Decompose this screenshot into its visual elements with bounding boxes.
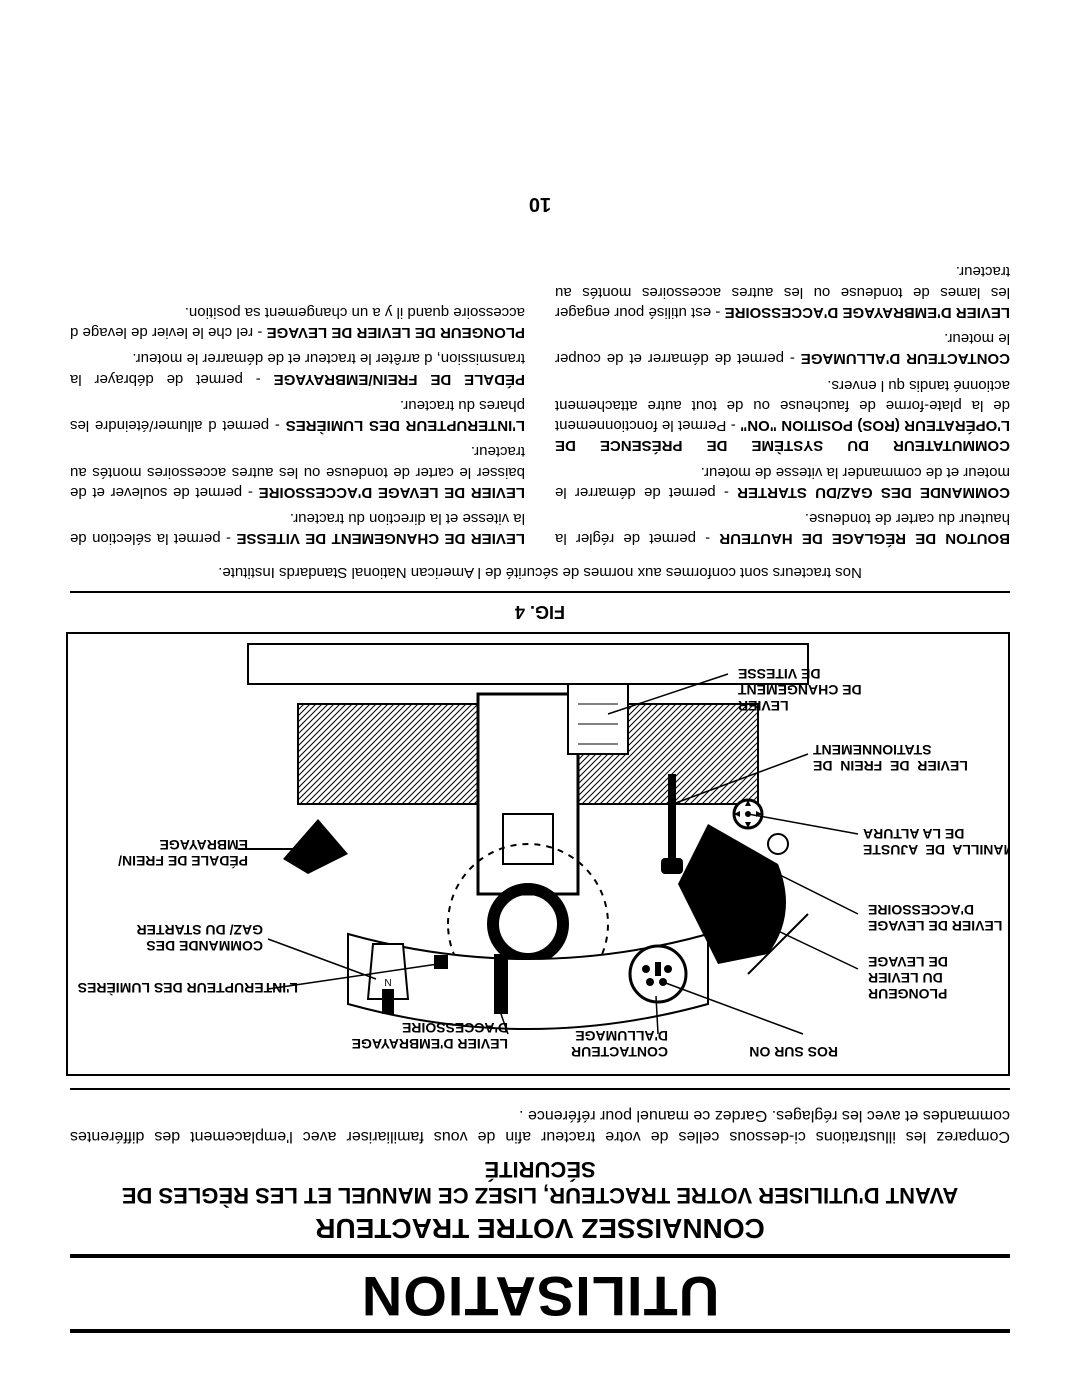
rc-b4: PÉDALE DE FREIN/EMBRAYAGE bbox=[274, 371, 525, 388]
rc-b1: LEVIER DE CHANGEMENT DE VITESSE bbox=[236, 530, 525, 547]
rc-b2: LEVIER DE LEVAGE D'ACCESSOIRE bbox=[259, 484, 525, 501]
label-pedale: PÉDALE DE FREIN/ EMBRAYAGE bbox=[118, 837, 248, 869]
figure-caption: FIG. 4 bbox=[70, 601, 1010, 622]
page-title: UTILISATION bbox=[70, 1254, 1010, 1329]
right-column: LEVIER DE CHANGEMENT DE VITESSE - permet… bbox=[70, 255, 525, 548]
lc-b2: COMMANDE DES GAZ/DU STARTER bbox=[737, 484, 1010, 501]
label-contacteur: CONTACTEUR D'ALLUMAGE bbox=[571, 1028, 668, 1060]
lc-b4: CONTACTEUR D'ALLUMAGE bbox=[801, 350, 1010, 367]
lc-b5: LEVIER D'EMBRAYAGE D'ACCESSOIRE bbox=[725, 304, 1010, 321]
label-manilla: MANILLA DE AJUSTE DE LA ALTURA bbox=[863, 826, 1010, 858]
label-vitesse: LEVIER DE CHANGEMENT DE VITESSE bbox=[738, 666, 862, 714]
label-gaz: COMMANDE DES GAZ/ DU STARTER bbox=[136, 922, 263, 954]
rc-b3: L'INTERUPTEUR DES LUMIÈRES bbox=[286, 417, 525, 434]
page-warning: AVANT D'UTILISER VOTRE TRACTEUR, LISEZ C… bbox=[70, 1156, 1010, 1208]
left-column: BOUTON DE RÉGLAGE DE HAUTEUR - permet de… bbox=[555, 255, 1010, 548]
label-levier-lev: LEVIER DE LEVAGE D'ACCESSOIRE bbox=[868, 902, 1002, 934]
page-subtitle: CONNAISSEZ VOTRE TRACTEUR bbox=[70, 1212, 1010, 1244]
label-levier-emb: LEVIER D'EMBRAYAGE D'ACCESSOIRE bbox=[352, 1020, 508, 1052]
rc-b5: PLONGEUR DE LEVIER DE LEVAGE bbox=[267, 324, 525, 341]
label-lumieres: L'INTERUPTEUR DES LUMIÈRES bbox=[78, 980, 298, 996]
tractor-diagram: N bbox=[66, 632, 1010, 1076]
page-number: 10 bbox=[70, 192, 1010, 215]
standards-note: Nos tracteurs sont conformes aux normes … bbox=[70, 564, 1010, 581]
label-frein-stat: LEVIER DE FREIN DE STATIONNEMENT bbox=[813, 742, 968, 774]
intro-text: Comparez les illustrations ci-dessous ce… bbox=[70, 1104, 1010, 1146]
label-ros: ROS SUR ON bbox=[749, 1044, 838, 1060]
svg-text:N: N bbox=[384, 976, 391, 987]
lc-b1: BOUTON DE RÉGLAGE DE HAUTEUR bbox=[719, 530, 1010, 547]
label-plongeur: PLONGEUR DU LEVIER DE LEVAGE bbox=[868, 954, 948, 1002]
